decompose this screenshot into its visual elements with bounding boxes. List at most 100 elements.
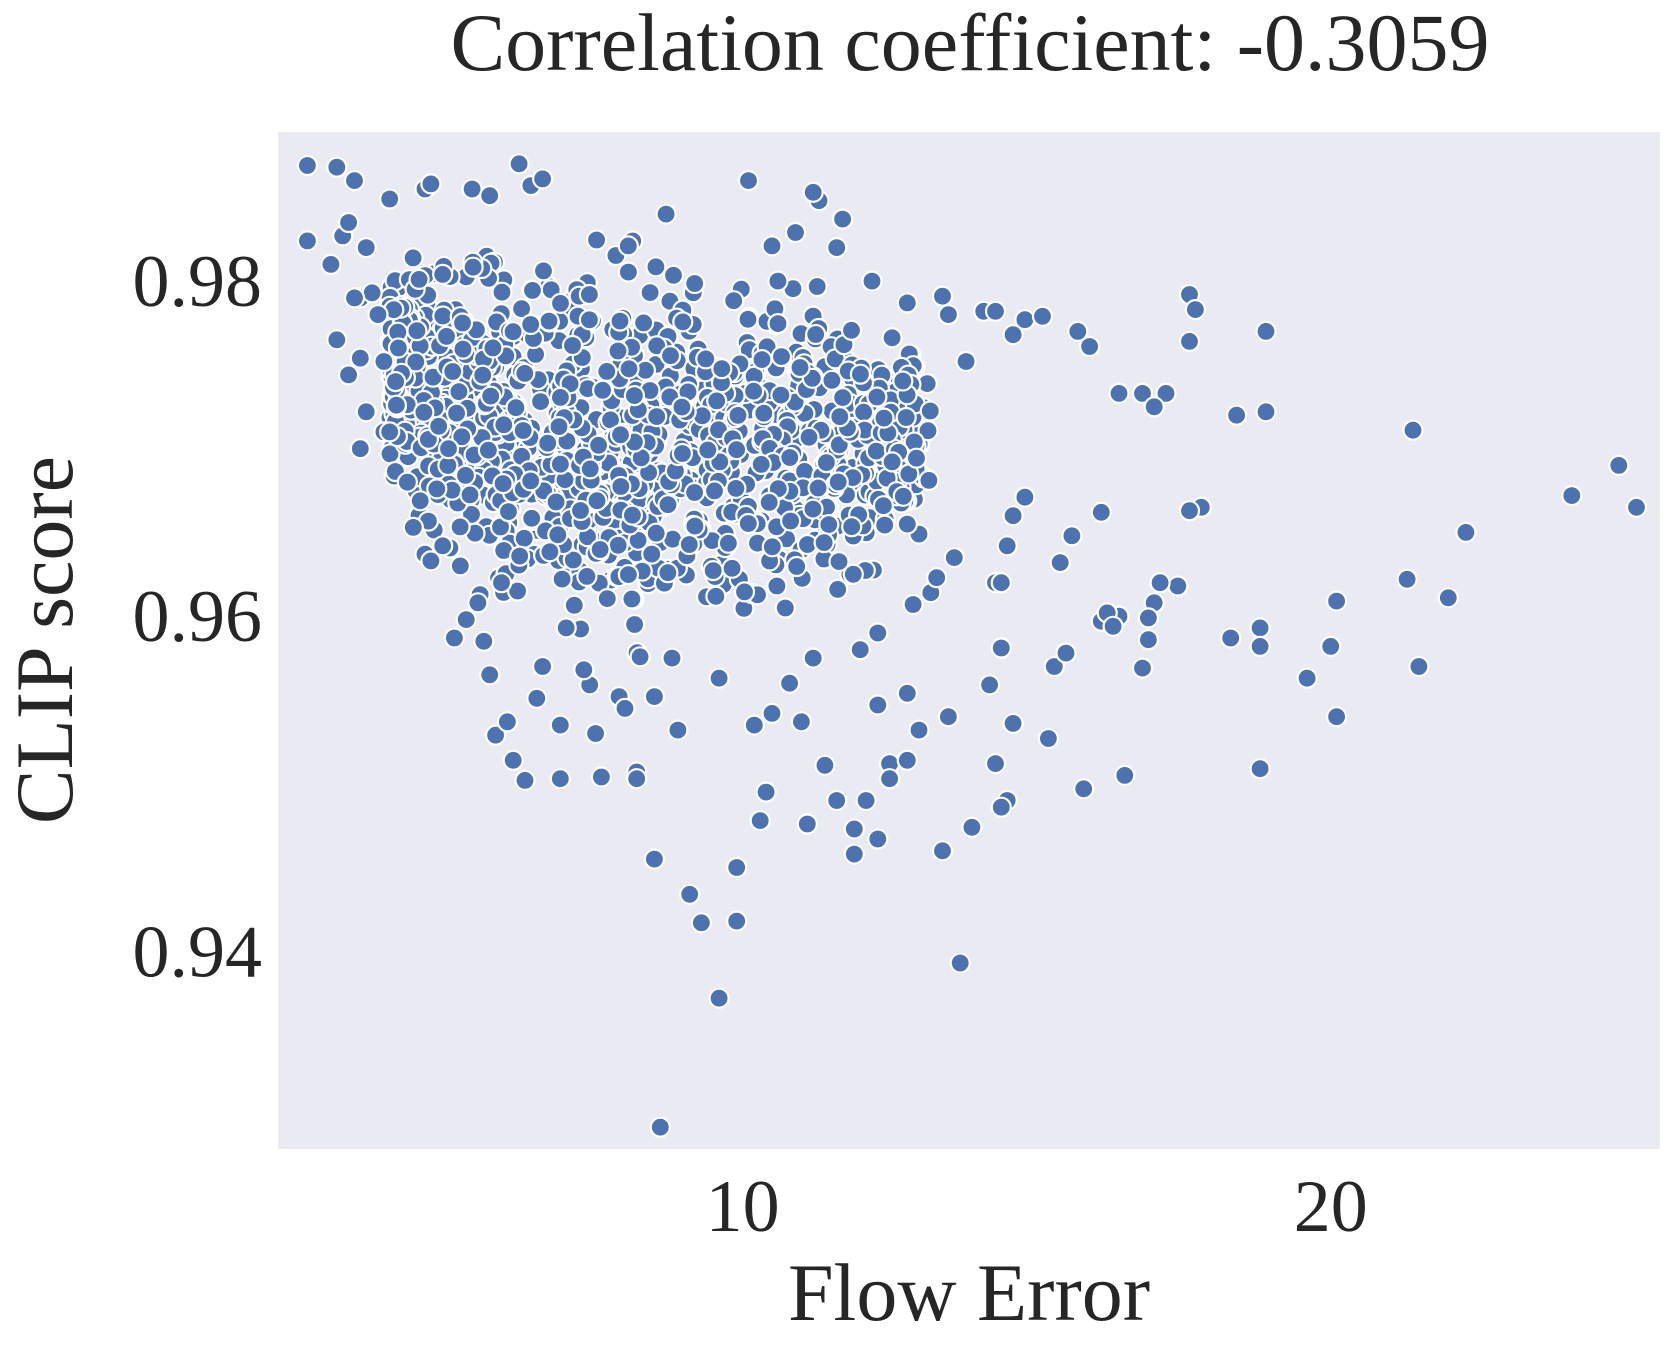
scatter-point bbox=[990, 572, 1012, 594]
scatter-point bbox=[990, 637, 1012, 659]
scatter-point bbox=[984, 752, 1007, 775]
scatter-point bbox=[614, 697, 636, 720]
scatter-point bbox=[618, 358, 640, 380]
scatter-point bbox=[355, 237, 377, 259]
scatter-point bbox=[711, 358, 733, 380]
scatter-point bbox=[490, 572, 513, 594]
scatter-point bbox=[426, 478, 448, 500]
scatter-point bbox=[549, 386, 572, 408]
scatter-point bbox=[779, 510, 802, 532]
scatter-point bbox=[420, 173, 442, 195]
scatter-point bbox=[678, 533, 700, 556]
scatter-point bbox=[1155, 382, 1177, 404]
scatter-point bbox=[596, 360, 618, 382]
scatter-point bbox=[1402, 419, 1424, 441]
scatter-point bbox=[480, 385, 502, 407]
scatter-point bbox=[493, 414, 515, 436]
scatter-point bbox=[843, 818, 865, 840]
scatter-point bbox=[1625, 496, 1648, 518]
scatter-point bbox=[435, 325, 458, 347]
scatter-point bbox=[514, 362, 536, 384]
scatter-point bbox=[802, 498, 824, 520]
scatter-point bbox=[881, 451, 903, 473]
scatter-point bbox=[908, 719, 930, 741]
scatter-point bbox=[326, 156, 348, 178]
scatter-point bbox=[448, 381, 470, 403]
scatter-point bbox=[770, 384, 792, 406]
scatter-point bbox=[1002, 505, 1024, 527]
scatter-point bbox=[737, 512, 759, 535]
scatter-point bbox=[770, 346, 793, 368]
scatter-point bbox=[661, 647, 683, 669]
scatter-point bbox=[477, 439, 499, 461]
scatter-point bbox=[774, 597, 796, 619]
scatter-point bbox=[512, 419, 534, 442]
scatter-point bbox=[717, 532, 740, 554]
scatter-point bbox=[537, 432, 559, 454]
chart-title: Correlation coefficient: -0.3059 bbox=[450, 0, 1489, 88]
scatter-point bbox=[807, 477, 829, 499]
scatter-point bbox=[905, 447, 928, 469]
scatter-point bbox=[617, 261, 640, 283]
scatter-point bbox=[826, 237, 848, 259]
scatter-point bbox=[626, 768, 648, 790]
scatter-point bbox=[990, 796, 1012, 818]
scatter-point bbox=[609, 310, 631, 332]
scatter-point bbox=[1031, 305, 1054, 327]
y-axis-label: CLIP score bbox=[0, 456, 90, 824]
scatter-point bbox=[532, 260, 555, 282]
scatter-point bbox=[641, 543, 663, 565]
scatter-point bbox=[937, 304, 960, 326]
x-tick-label: 10 bbox=[706, 1166, 780, 1248]
scatter-point bbox=[482, 337, 504, 359]
scatter-point bbox=[813, 531, 835, 554]
scatter-point bbox=[1561, 485, 1583, 507]
scatter-point bbox=[355, 401, 377, 423]
scatter-point bbox=[1249, 617, 1271, 639]
scatter-point bbox=[737, 170, 760, 192]
scatter-point bbox=[349, 438, 371, 460]
scatter-point bbox=[462, 256, 484, 278]
scatter-point bbox=[662, 264, 685, 286]
scatter-point bbox=[585, 229, 608, 251]
scatter-point bbox=[818, 513, 840, 536]
scatter-point bbox=[703, 480, 726, 502]
scatter-point bbox=[479, 664, 501, 686]
scatter-point bbox=[596, 587, 618, 610]
scatter-point bbox=[446, 402, 468, 424]
scatter-point bbox=[549, 714, 571, 736]
scatter-point bbox=[761, 235, 783, 257]
scatter-point bbox=[1102, 615, 1124, 637]
scatter-point bbox=[590, 766, 613, 788]
scatter-point bbox=[815, 452, 838, 474]
scatter-point bbox=[385, 371, 407, 393]
scatter-point bbox=[767, 270, 789, 292]
scatter-point bbox=[1002, 712, 1024, 735]
scatter-point bbox=[420, 550, 442, 572]
scatter-point bbox=[443, 627, 465, 649]
scatter-point bbox=[1037, 727, 1060, 750]
scatter-point bbox=[896, 513, 918, 535]
scatter-point bbox=[784, 221, 807, 244]
scatter-points bbox=[296, 153, 1648, 1138]
scatter-point bbox=[831, 208, 854, 230]
scatter-point bbox=[829, 406, 851, 428]
scatter-point bbox=[943, 546, 965, 569]
scatter-point bbox=[751, 349, 773, 371]
scatter-point bbox=[708, 987, 730, 1009]
scatter-point bbox=[1178, 500, 1201, 522]
scatter-point bbox=[840, 319, 863, 341]
scatter-point bbox=[1608, 454, 1630, 476]
scatter-point bbox=[881, 327, 903, 349]
scatter-point bbox=[867, 694, 889, 716]
scatter-point bbox=[1131, 382, 1154, 404]
scatter-point bbox=[373, 350, 395, 373]
scatter-point bbox=[726, 910, 748, 932]
scatter-point bbox=[561, 334, 584, 357]
scatter-point bbox=[1061, 525, 1083, 547]
scatter-point bbox=[367, 304, 389, 326]
scatter-point bbox=[361, 282, 383, 304]
scatter-point bbox=[672, 311, 694, 333]
